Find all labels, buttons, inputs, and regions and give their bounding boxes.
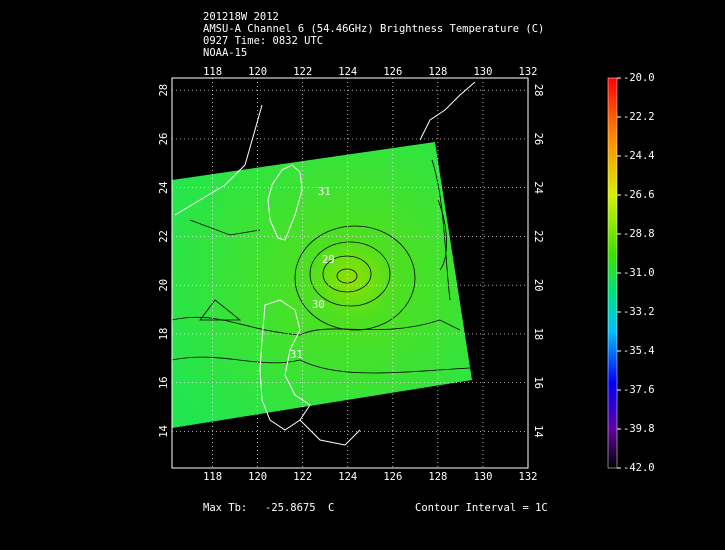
lon-tick-label: 132 [519, 471, 538, 483]
lon-tick-label: 124 [338, 66, 357, 78]
contour-label: 31 [318, 186, 331, 198]
lat-tick-label: 14 [532, 425, 544, 438]
lat-tick-label: 18 [158, 328, 170, 341]
lon-tick-label: 130 [473, 66, 492, 78]
colorbar-label: -37.6 [623, 384, 655, 396]
colorbar [607, 77, 618, 469]
contour-label: 30 [312, 299, 325, 311]
lon-tick-label: 124 [338, 471, 357, 483]
lon-tick-label: 118 [203, 66, 222, 78]
lat-tick-label: 16 [532, 376, 544, 389]
header-line: NOAA-15 [203, 47, 247, 59]
lon-tick-label: 132 [519, 66, 538, 78]
satellite-swath [172, 142, 472, 428]
lon-tick-label: 130 [473, 471, 492, 483]
colorbar-label: -35.4 [623, 345, 655, 357]
lon-tick-label: 122 [293, 66, 312, 78]
contour-label: 29 [322, 254, 335, 266]
max-value: -25.8675 [265, 502, 316, 514]
lon-tick-label: 120 [248, 471, 267, 483]
unit: C [328, 502, 334, 514]
contours [171, 159, 471, 374]
colorbar-label: -26.6 [623, 189, 655, 201]
colorbar-label: -39.8 [623, 423, 655, 435]
lat-tick-label: 20 [158, 279, 170, 292]
lon-tick-label: 126 [383, 471, 402, 483]
lat-tick-label: 18 [532, 328, 544, 341]
max-label: Max Tb: [203, 502, 247, 514]
lat-tick-label: 16 [158, 376, 170, 389]
map-frame [171, 77, 529, 469]
contour-label: 31 [290, 349, 303, 361]
colorbar-label: -24.4 [623, 150, 655, 162]
lon-tick-label: 128 [428, 471, 447, 483]
lat-tick-label: 22 [532, 230, 544, 243]
colorbar-label: -31.0 [623, 267, 655, 279]
lon-tick-label: 118 [203, 471, 222, 483]
lon-tick-label: 126 [383, 66, 402, 78]
lon-tick-label: 120 [248, 66, 267, 78]
contour-interval: Contour Interval = 1C [415, 502, 548, 514]
lat-tick-label: 20 [532, 279, 544, 292]
lat-tick-label: 28 [532, 84, 544, 97]
lon-tick-label: 122 [293, 471, 312, 483]
lat-tick-label: 24 [532, 181, 544, 194]
header-line: 201218W 2012 [203, 11, 279, 23]
lat-tick-label: 22 [158, 230, 170, 243]
colorbar-label: -33.2 [623, 306, 655, 318]
lat-tick-label: 28 [158, 84, 170, 97]
colorbar-label: -20.0 [623, 72, 655, 84]
colorbar-label: -28.8 [623, 228, 655, 240]
lat-tick-label: 26 [532, 133, 544, 146]
header-line: 0927 Time: 0832 UTC [203, 35, 323, 47]
lat-tick-label: 26 [158, 133, 170, 146]
lat-tick-label: 14 [158, 425, 170, 438]
lat-tick-label: 24 [158, 181, 170, 194]
colorbar-label: -22.2 [623, 111, 655, 123]
header-line: AMSU-A Channel 6 (54.46GHz) Brightness T… [203, 23, 544, 35]
coastlines [174, 81, 476, 446]
lon-tick-label: 128 [428, 66, 447, 78]
colorbar-label: -42.0 [623, 462, 655, 474]
